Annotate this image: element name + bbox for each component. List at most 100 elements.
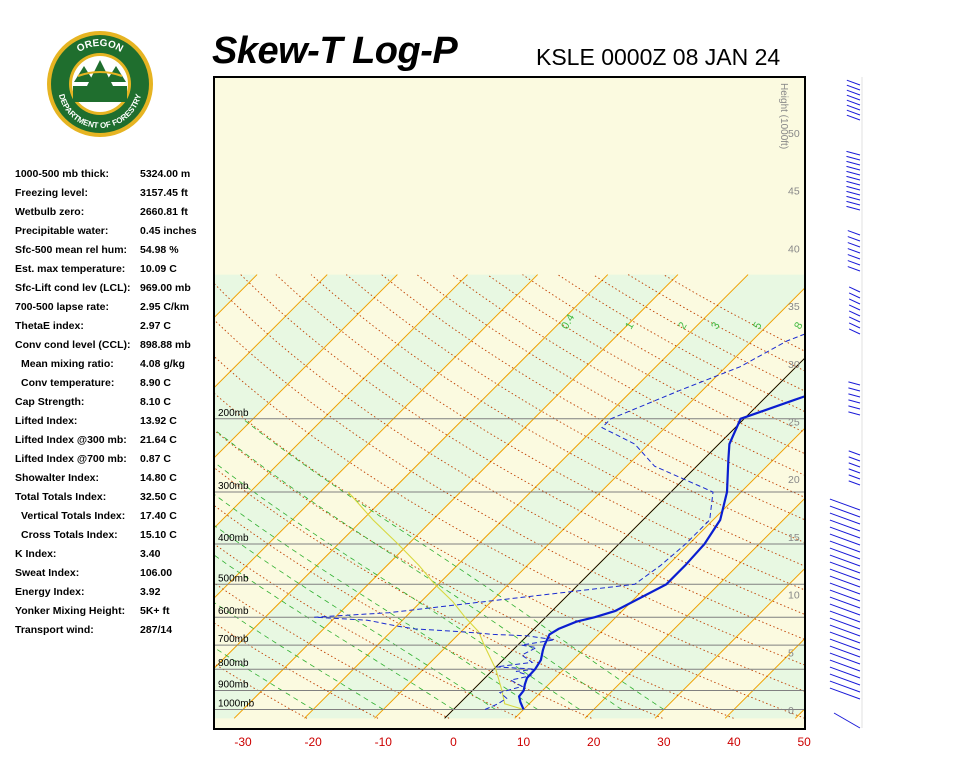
wind-barb: [829, 680, 861, 693]
isobar-label: 400mb: [218, 533, 249, 544]
wind-barb: [848, 411, 861, 416]
index-label: Showalter Index:: [15, 472, 100, 484]
index-label: Est. max temperature:: [15, 263, 126, 275]
mixing-ratio-label: 8: [792, 320, 805, 331]
index-value: 3.40: [140, 548, 161, 560]
index-label: ThetaE index:: [15, 320, 84, 332]
dry-adiabat: [214, 543, 521, 719]
index-row: Sweat Index: 106.00: [15, 567, 215, 586]
index-row: Transport wind: 287/14: [15, 624, 215, 643]
index-value: 5K+ ft: [140, 605, 170, 617]
isotherm-line: [214, 274, 468, 529]
wind-barb: [846, 150, 861, 156]
index-value: 14.80 C: [140, 472, 177, 484]
height-tick-label: 15: [788, 532, 800, 544]
isotherm-line: [233, 274, 679, 719]
index-label: Conv temperature:: [21, 377, 115, 389]
height-tick-label: 25: [788, 417, 800, 429]
dry-adiabat: [240, 274, 805, 616]
wind-barb: [829, 533, 861, 546]
wind-barb: [829, 673, 861, 686]
dry-adiabat: [214, 663, 308, 719]
x-tick-label: -30: [234, 735, 252, 749]
mixing-ratio-label: 3: [709, 320, 722, 331]
isotherm-line: [514, 427, 805, 719]
index-value: 21.64 C: [140, 434, 177, 446]
height-tick-label: 5: [788, 647, 794, 659]
isobar-label: 600mb: [218, 606, 249, 617]
index-value: 15.10 C: [140, 529, 177, 541]
wind-barb: [848, 480, 861, 486]
index-label: Total Totals Index:: [15, 491, 107, 503]
index-value: 2660.81 ft: [140, 206, 188, 218]
wind-barb: [846, 84, 861, 91]
index-row: Energy Index: 3.92: [15, 586, 215, 605]
stability-indices-list: 1000-500 mb thick: 5324.00 m Freezing leve…: [15, 168, 215, 643]
dry-adiabat: [214, 355, 805, 692]
height-tick-label: 40: [788, 243, 800, 255]
index-label: Cross Totals Index:: [21, 529, 118, 541]
index-value: 5324.00 m: [140, 168, 191, 180]
isotherm-line: [214, 274, 609, 670]
index-row: Lifted Index: 13.92 C: [15, 415, 215, 434]
index-row: Mean mixing ratio: 4.08 g/kg: [15, 358, 215, 377]
index-label: Freezing level:: [15, 187, 88, 199]
index-row: Conv cond level (CCL): 898.88 mb: [15, 339, 215, 358]
wind-barb: [829, 582, 861, 595]
index-label: 1000-500 mb thick:: [15, 168, 109, 180]
index-row: Vertical Totals Index: 17.40 C: [15, 510, 215, 529]
wind-barb: [829, 603, 861, 616]
index-value: 0.45 inches: [140, 225, 197, 237]
height-axis-title: Height (1000ft): [778, 83, 789, 149]
wind-barb: [848, 292, 861, 299]
index-label: Sfc-Lift cond lev (LCL):: [15, 282, 131, 294]
dry-adiabat: [310, 274, 805, 567]
index-row: Cross Totals Index: 15.10 C: [15, 529, 215, 548]
index-label: Conv cond level (CCL):: [15, 339, 131, 351]
wind-barb: [847, 242, 861, 248]
wind-barb: [847, 230, 861, 236]
dry-adiabat: [214, 392, 805, 719]
index-label: Cap Strength:: [15, 396, 85, 408]
x-tick-label: -20: [304, 735, 322, 749]
wind-barb: [847, 266, 861, 272]
index-value: 4.08 g/kg: [140, 358, 185, 370]
wind-barb: [829, 519, 861, 532]
index-value: 898.88 mb: [140, 339, 191, 351]
wind-barb: [829, 610, 861, 623]
plot-area: [214, 274, 805, 719]
wind-barb: [829, 596, 861, 609]
index-value: 8.10 C: [140, 396, 171, 408]
index-value: 17.40 C: [140, 510, 177, 522]
wind-barb: [847, 248, 861, 254]
index-row: Est. max temperature: 10.09 C: [15, 263, 215, 282]
wind-barbs: [829, 77, 863, 729]
index-value: 10.09 C: [140, 263, 177, 275]
wind-barb: [829, 659, 861, 672]
index-row: Yonker Mixing Height: 5K+ ft: [15, 605, 215, 624]
moist-adiabat: [214, 524, 496, 710]
wind-barb: [829, 575, 861, 588]
wind-barb: [847, 254, 861, 260]
wind-barb: [846, 165, 861, 171]
x-tick-label: -10: [375, 735, 393, 749]
index-label: Lifted Index @300 mb:: [15, 434, 127, 446]
index-label: Sfc-500 mean rel hum:: [15, 244, 128, 256]
isotherm-line: [214, 274, 398, 459]
index-value: 0.87 C: [140, 453, 171, 465]
isotherm-line: [794, 707, 805, 719]
x-tick-label: 30: [657, 735, 671, 749]
wind-barb: [829, 589, 861, 602]
wind-barb: [829, 638, 861, 651]
index-value: 3.92: [140, 586, 161, 598]
wind-barb: [829, 687, 861, 700]
dry-adiabat: [214, 466, 663, 719]
index-row: ThetaE index: 2.97 C: [15, 320, 215, 339]
height-tick-label: 10: [788, 590, 800, 602]
height-tick-label: 50: [788, 128, 800, 140]
wind-barb: [848, 328, 861, 335]
isobar-label: 700mb: [218, 634, 249, 645]
temperature-trace: [517, 395, 805, 710]
wind-barb: [846, 185, 861, 191]
dry-adiabat: [416, 274, 805, 498]
